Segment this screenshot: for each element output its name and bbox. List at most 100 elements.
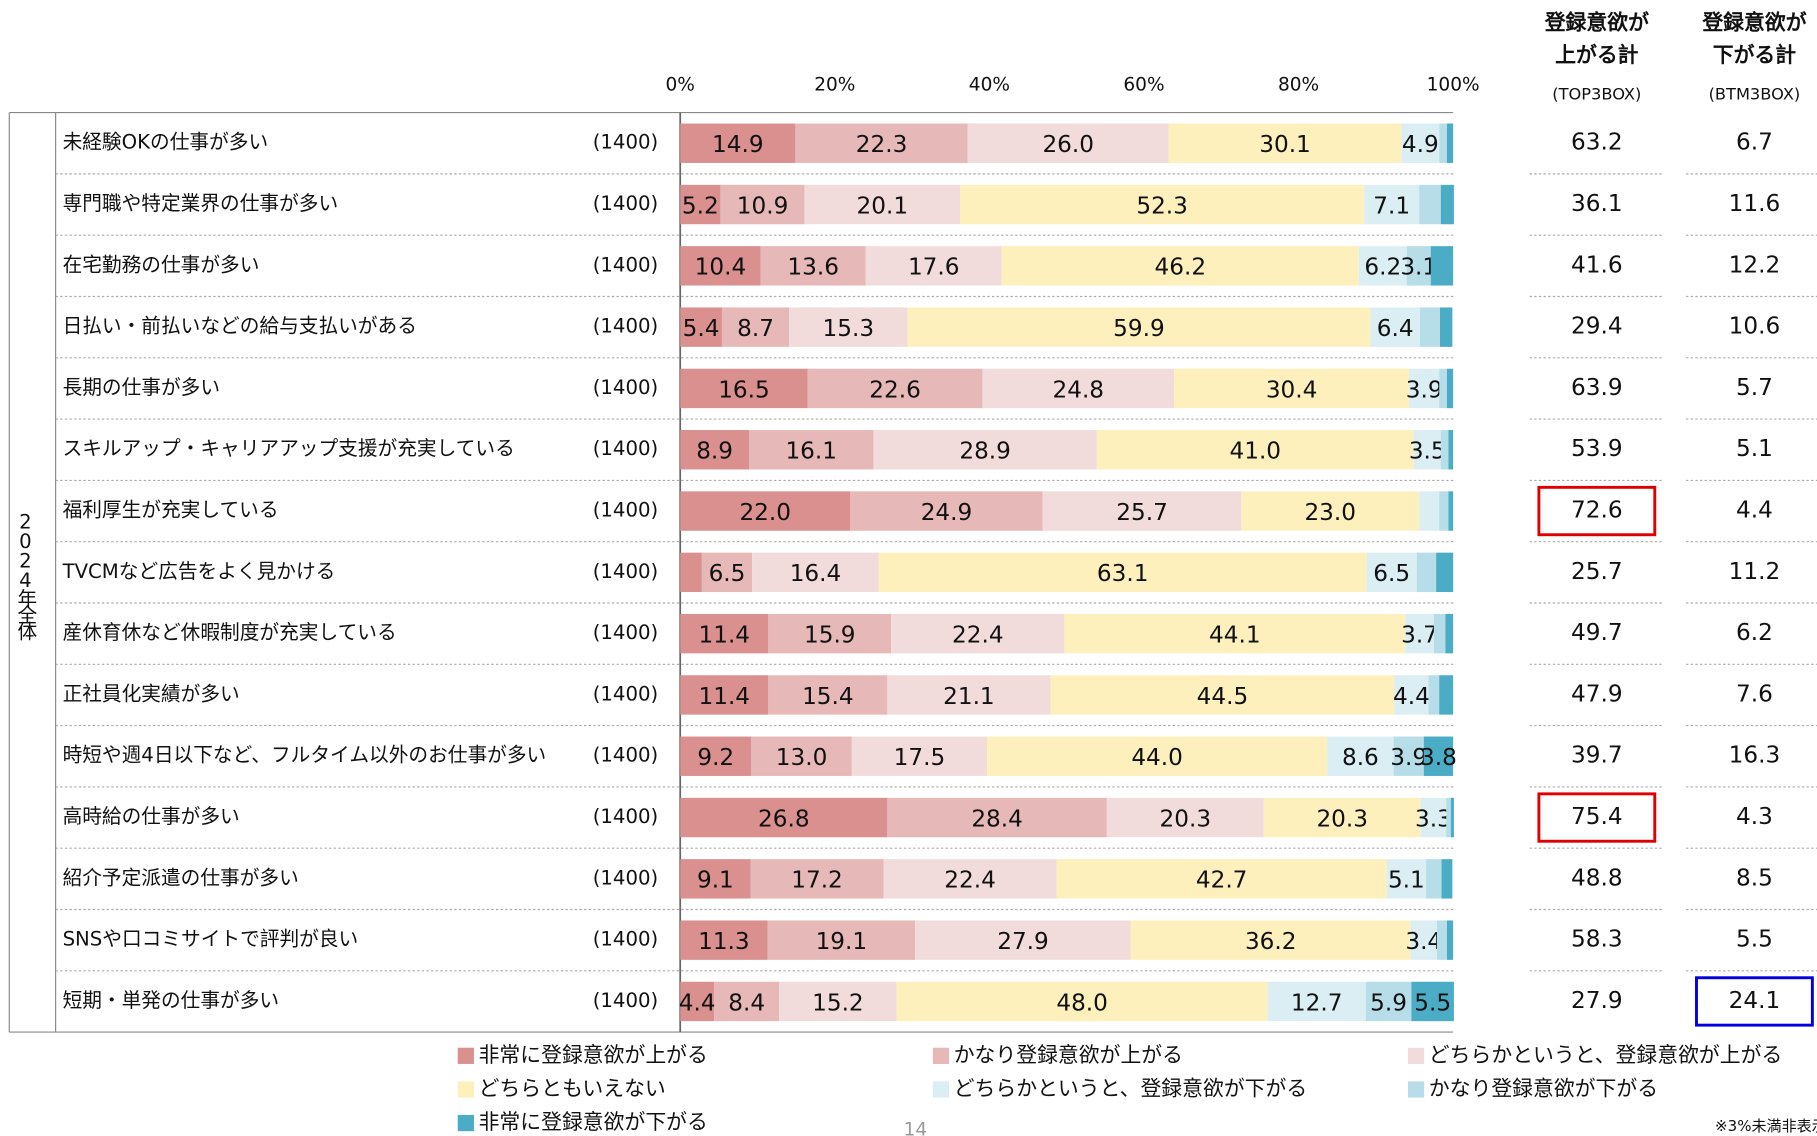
btm3-value: 8.5 — [1736, 864, 1773, 891]
sample-size: (1400) — [593, 928, 658, 951]
btm3-value: 6.2 — [1736, 619, 1773, 646]
row-label: 未経験OKの仕事が多い — [63, 131, 269, 154]
data-label: 15.9 — [804, 621, 856, 648]
legend-swatch — [932, 1081, 950, 1098]
bar-segment — [1436, 920, 1447, 960]
bar-segment — [1267, 981, 1366, 1022]
data-label: 6.2 — [1364, 254, 1401, 281]
data-label: 24.8 — [1052, 376, 1104, 403]
bar-segment — [987, 736, 1328, 776]
data-label: 3.9 — [1390, 744, 1427, 771]
bar-segment — [768, 675, 888, 715]
bar-segment — [1411, 981, 1454, 1022]
btm3-value: 4.4 — [1736, 497, 1773, 524]
top3-value: 53.9 — [1571, 435, 1623, 462]
bar-segment — [1430, 246, 1454, 286]
bar-segment — [750, 859, 884, 899]
bar-segment — [1439, 368, 1447, 409]
top3-value: 63.2 — [1571, 129, 1623, 156]
data-label: 22.4 — [944, 867, 996, 894]
bar-segment — [1428, 675, 1440, 715]
data-label: 44.1 — [1209, 621, 1261, 648]
bar-segment — [887, 675, 1051, 715]
column-title: 上がる計 — [1555, 43, 1639, 67]
row-label: 日払い・前払いなどの給与支払いがある — [63, 315, 417, 338]
bar-segment — [1419, 307, 1440, 347]
data-label: 8.4 — [728, 989, 765, 1016]
column-subtitle: (TOP3BOX) — [1552, 85, 1641, 104]
group-label: 2024年全体 — [14, 510, 37, 640]
column-subtitle: (BTM3BOX) — [1709, 85, 1801, 104]
data-label: 10.4 — [695, 254, 747, 281]
bar-segment — [701, 552, 753, 593]
legend-label: 非常に登録意欲が上がる — [479, 1043, 708, 1067]
bar-segment — [1263, 797, 1421, 838]
data-label: 17.5 — [894, 744, 946, 771]
legend-swatch — [1407, 1081, 1425, 1098]
bar-segment — [1168, 123, 1402, 163]
sample-size: (1400) — [593, 560, 658, 583]
x-tick-label: 60% — [1123, 74, 1164, 95]
bar-segment — [1423, 736, 1454, 776]
bar-segment — [1386, 859, 1427, 899]
data-label: 17.6 — [908, 254, 960, 281]
highlight-box — [1695, 976, 1814, 1027]
top3-value: 47.9 — [1571, 680, 1623, 707]
bar-segment — [891, 613, 1065, 654]
row-label: 正社員化実績が多い — [63, 682, 240, 705]
data-label: 6.5 — [1373, 560, 1410, 587]
data-label: 11.4 — [698, 621, 750, 648]
bar-segment — [768, 613, 892, 654]
bar-segment — [1439, 675, 1454, 715]
legend-label: 非常に登録意欲が下がる — [479, 1110, 708, 1134]
bar-segment — [1450, 797, 1454, 838]
bar-segment — [896, 981, 1268, 1022]
bar-segment — [865, 246, 1002, 286]
data-label: 28.4 — [971, 805, 1023, 832]
sample-size: (1400) — [593, 131, 658, 154]
data-label: 22.6 — [869, 376, 921, 403]
bar-segment — [1393, 736, 1424, 776]
sample-size: (1400) — [593, 805, 658, 828]
bar-segment — [680, 736, 752, 776]
data-label: 8.6 — [1342, 744, 1379, 771]
bar-segment — [680, 675, 769, 715]
data-label: 30.1 — [1259, 131, 1311, 158]
bar-segment — [1394, 675, 1429, 715]
top3-value: 58.3 — [1571, 926, 1623, 953]
legend-label: どちらともいえない — [479, 1076, 666, 1100]
column-title: 登録意欲が — [1701, 10, 1806, 34]
bar-segment — [1365, 981, 1412, 1022]
bar-segment — [680, 797, 888, 838]
btm3-value: 11.6 — [1729, 190, 1781, 217]
bar-segment — [767, 920, 916, 960]
data-label: 6.5 — [709, 560, 746, 587]
column-title: 登録意欲が — [1544, 10, 1649, 34]
row-label: 高時給の仕事が多い — [63, 805, 240, 828]
data-label: 5.9 — [1370, 989, 1407, 1016]
data-label: 3.9 — [1406, 376, 1443, 403]
data-label: 22.3 — [856, 131, 908, 158]
data-label: 46.2 — [1155, 254, 1207, 281]
bar-segment — [1096, 430, 1414, 470]
bar-segment — [1050, 675, 1395, 715]
column-title: 下がる計 — [1713, 43, 1797, 67]
top3-value: 49.7 — [1571, 619, 1623, 646]
bar-segment — [1436, 552, 1454, 593]
sample-size: (1400) — [593, 744, 658, 767]
row-label: スキルアップ・キャリアアップ支援が充実している — [63, 437, 515, 460]
bar-segment — [680, 491, 851, 531]
sample-size: (1400) — [593, 621, 658, 644]
bar-segment — [1420, 797, 1447, 838]
bar-segment — [680, 920, 768, 960]
bar-segment — [779, 981, 897, 1022]
data-label: 44.0 — [1131, 744, 1183, 771]
sample-size: (1400) — [593, 437, 658, 460]
data-label: 52.3 — [1136, 192, 1188, 219]
bar-segment — [1446, 920, 1454, 960]
data-label: 15.4 — [802, 683, 854, 710]
data-label: 24.9 — [921, 499, 973, 526]
row-label: 福利厚生が充実している — [63, 499, 279, 522]
data-label: 14.9 — [712, 131, 764, 158]
